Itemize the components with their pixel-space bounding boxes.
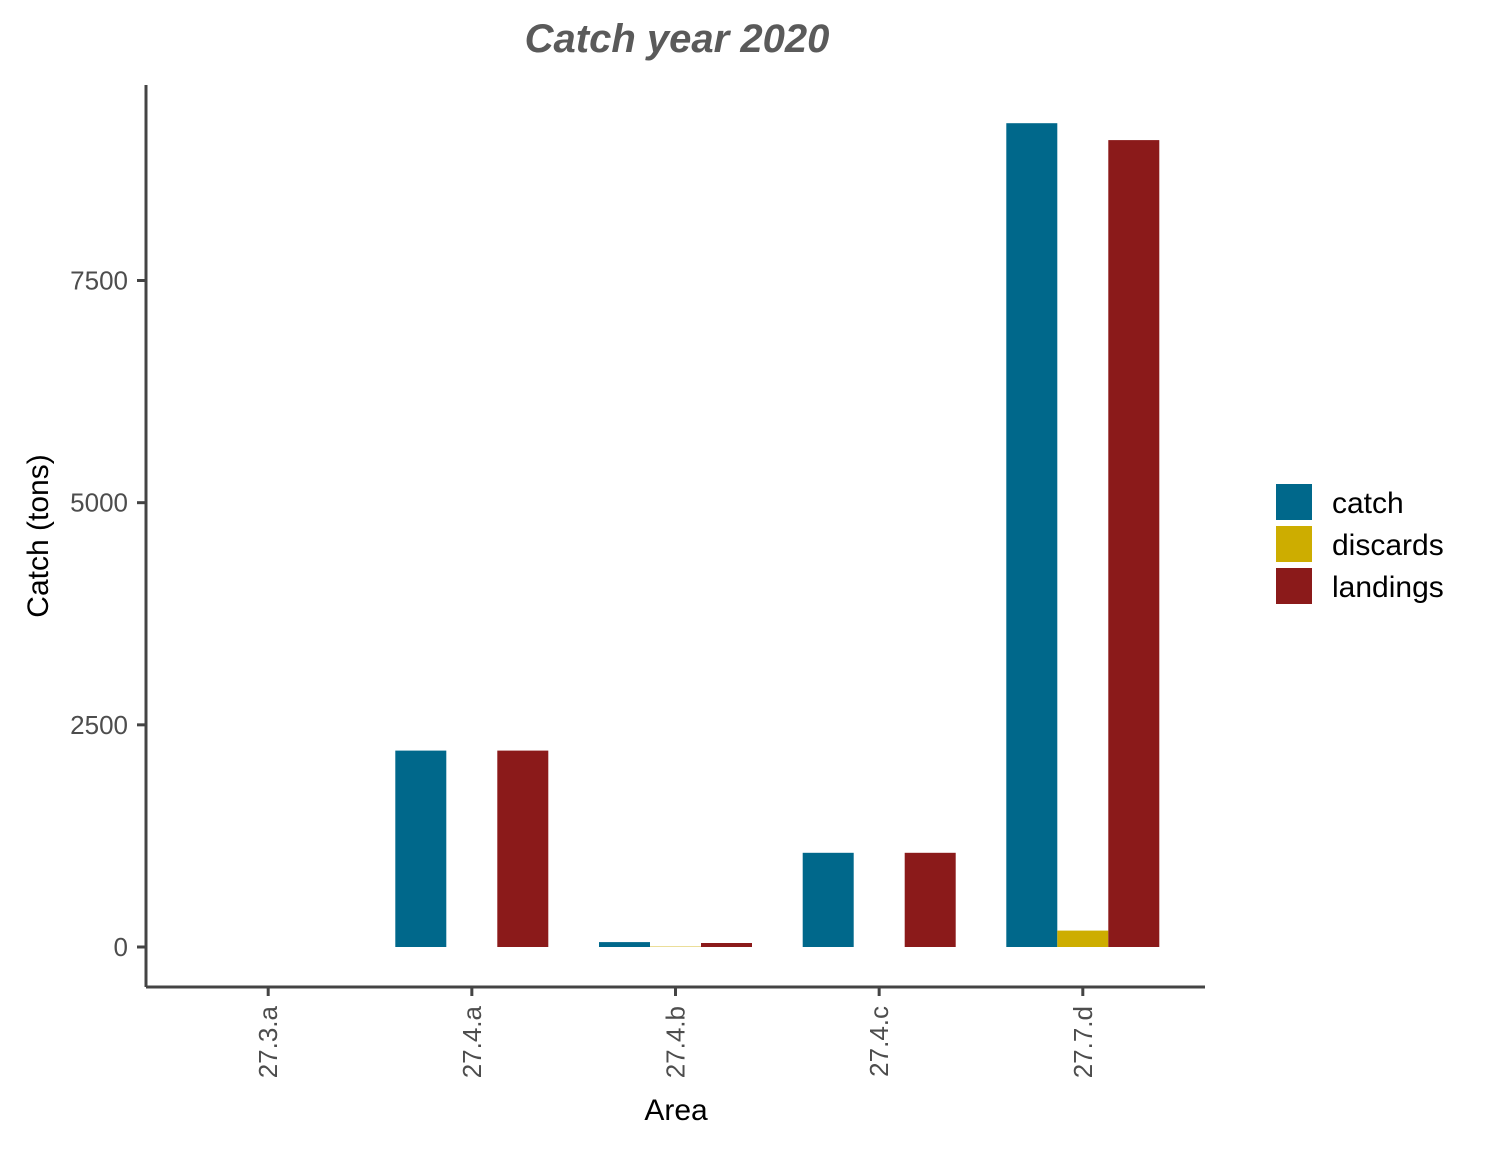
x-tick-label: 27.4.a [457, 1005, 487, 1078]
bar-landings-27-4-a [497, 750, 549, 947]
bar-landings-27-4-b [701, 943, 752, 947]
bar-catch-27-7-d [1006, 123, 1058, 947]
bar-catch-27-4-a [395, 750, 447, 947]
legend-label-landings: landings [1332, 571, 1444, 604]
bar-landings-27-7-d [1108, 140, 1160, 948]
y-ticks: 0 2500 5000 7500 [70, 266, 146, 962]
x-tick-label: 27.4.c [864, 1006, 894, 1077]
x-axis-title: Area [644, 1094, 708, 1127]
chart-title: Catch year 2020 [525, 17, 830, 61]
x-tick-label: 27.3.a [253, 1005, 283, 1078]
legend-label-discards: discards [1332, 529, 1444, 562]
y-tick-label: 2500 [70, 710, 128, 740]
legend-key-discards [1276, 526, 1312, 562]
x-ticks: 27.3.a 27.4.a 27.4.b 27.4.c 27.7.d [253, 987, 1098, 1078]
legend-key-catch [1276, 484, 1312, 520]
bar-landings-27-4-c [904, 852, 956, 947]
bars-layer [395, 123, 1160, 948]
legend: catch discards landings [1276, 484, 1444, 604]
y-tick-label: 7500 [70, 266, 128, 296]
y-axis-title: Catch (tons) [22, 454, 55, 617]
x-tick-label: 27.7.d [1068, 1006, 1098, 1078]
x-tick-label: 27.4.b [661, 1006, 691, 1078]
y-tick-label: 5000 [70, 488, 128, 518]
legend-label-catch: catch [1332, 487, 1404, 520]
bar-catch-27-4-b [599, 942, 650, 947]
bar-catch-27-4-c [802, 852, 854, 947]
bar-discards-27-7-d [1057, 930, 1109, 947]
legend-key-landings [1276, 568, 1312, 604]
y-tick-label: 0 [114, 932, 128, 962]
